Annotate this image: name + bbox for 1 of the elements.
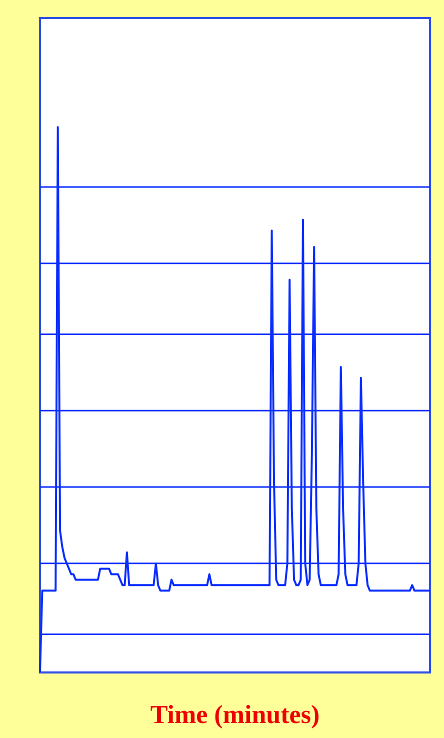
- x-axis-title: Time (minutes): [150, 700, 320, 730]
